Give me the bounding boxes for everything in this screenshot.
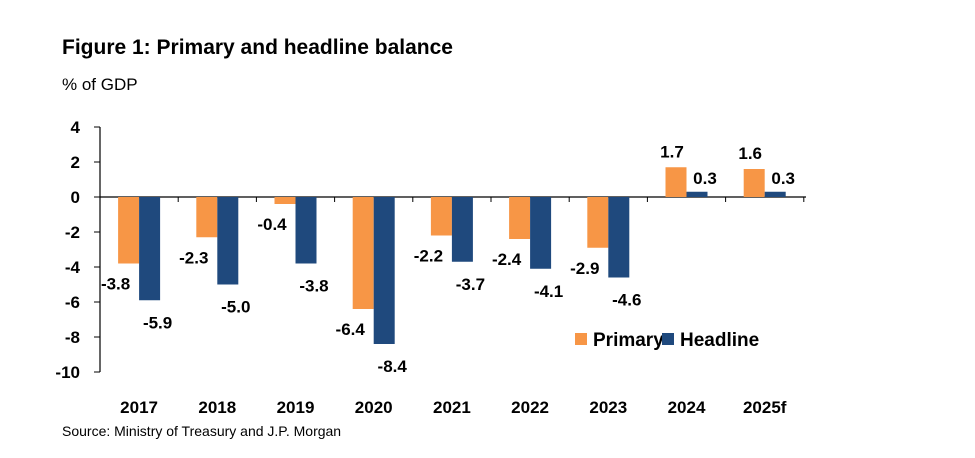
primary-bar-2023 bbox=[587, 197, 609, 248]
headline-data-label-2023: -4.6 bbox=[612, 291, 641, 310]
headline-bar-2024 bbox=[686, 191, 708, 197]
headline-bar-2018 bbox=[217, 197, 239, 285]
y-tick-label: -2 bbox=[65, 223, 80, 242]
x-tick-label: 2025f bbox=[743, 398, 787, 417]
headline-data-label-2019: -3.8 bbox=[299, 277, 328, 296]
bars bbox=[118, 167, 786, 344]
primary-bar-2024 bbox=[665, 167, 687, 197]
primary-data-label-2020: -6.4 bbox=[336, 320, 366, 339]
primary-bar-2018 bbox=[196, 197, 218, 238]
primary-bar-2025f bbox=[743, 169, 765, 197]
primary-bar-2022 bbox=[509, 197, 531, 239]
primary-legend-label: Primary bbox=[593, 330, 664, 351]
x-tick-label: 2017 bbox=[120, 398, 158, 417]
x-tick-label: 2022 bbox=[511, 398, 549, 417]
primary-data-label-2018: -2.3 bbox=[179, 248, 208, 267]
headline-bar-2017 bbox=[139, 197, 161, 301]
y-tick-label: -4 bbox=[65, 258, 81, 277]
headline-bar-2025f bbox=[764, 191, 786, 197]
x-tick-label: 2018 bbox=[198, 398, 236, 417]
primary-data-label-2025f: 1.6 bbox=[738, 144, 762, 163]
y-tick-label: -10 bbox=[55, 363, 80, 382]
headline-data-label-2024: 0.3 bbox=[693, 169, 717, 188]
headline-bar-2020 bbox=[373, 197, 395, 344]
axes: 4 2 0 -2 -4 -6 -8 -10 2017 2018 2019 2020 2021 2022 20… bbox=[55, 118, 806, 417]
primary-bar-2017 bbox=[118, 197, 140, 264]
headline-legend-swatch bbox=[662, 333, 674, 345]
chart-subtitle: % of GDP bbox=[62, 75, 138, 94]
y-tick-label: -8 bbox=[65, 328, 80, 347]
headline-legend-label: Headline bbox=[680, 330, 759, 351]
headline-data-label-2025f: 0.3 bbox=[771, 169, 795, 188]
primary-legend-swatch bbox=[575, 333, 587, 345]
data-labels: -3.8 -2.3 -0.4 -6.4 -2.2 -2.4 -2.9 1.7 1.6 -5.9 -5… bbox=[101, 142, 795, 376]
chart-title: Figure 1: Primary and headline balance bbox=[62, 36, 453, 59]
y-tick-label: 2 bbox=[71, 153, 80, 172]
primary-data-label-2017: -3.8 bbox=[101, 275, 130, 294]
headline-bar-2022 bbox=[530, 197, 552, 269]
x-tick-label: 2024 bbox=[668, 398, 706, 417]
headline-bar-2023 bbox=[608, 197, 630, 278]
source-note: Source: Ministry of Treasury and J.P. Mo… bbox=[62, 423, 342, 439]
headline-data-label-2022: -4.1 bbox=[534, 282, 563, 301]
x-tick-label: 2020 bbox=[355, 398, 393, 417]
primary-data-label-2023: -2.9 bbox=[570, 259, 599, 278]
headline-bar-2021 bbox=[451, 197, 473, 262]
headline-data-label-2021: -3.7 bbox=[456, 275, 485, 294]
primary-data-label-2019: -0.4 bbox=[257, 215, 287, 234]
headline-bar-2019 bbox=[295, 197, 317, 264]
primary-bar-2019 bbox=[274, 197, 296, 204]
y-tick-label: -6 bbox=[65, 293, 80, 312]
primary-data-label-2021: -2.2 bbox=[414, 247, 443, 266]
x-tick-label: 2019 bbox=[277, 398, 315, 417]
primary-data-label-2022: -2.4 bbox=[492, 250, 522, 269]
x-tick-label: 2023 bbox=[589, 398, 627, 417]
y-tick-label: 0 bbox=[71, 188, 80, 207]
y-tick-label: 4 bbox=[71, 118, 81, 137]
primary-bar-2021 bbox=[430, 197, 452, 236]
headline-data-label-2020: -8.4 bbox=[378, 357, 408, 376]
x-tick-label: 2021 bbox=[433, 398, 471, 417]
headline-data-label-2017: -5.9 bbox=[143, 313, 172, 332]
primary-bar-2020 bbox=[352, 197, 374, 309]
primary-data-label-2024: 1.7 bbox=[660, 142, 684, 161]
legend: Primary Headline bbox=[575, 330, 759, 351]
headline-data-label-2018: -5.0 bbox=[221, 298, 250, 317]
